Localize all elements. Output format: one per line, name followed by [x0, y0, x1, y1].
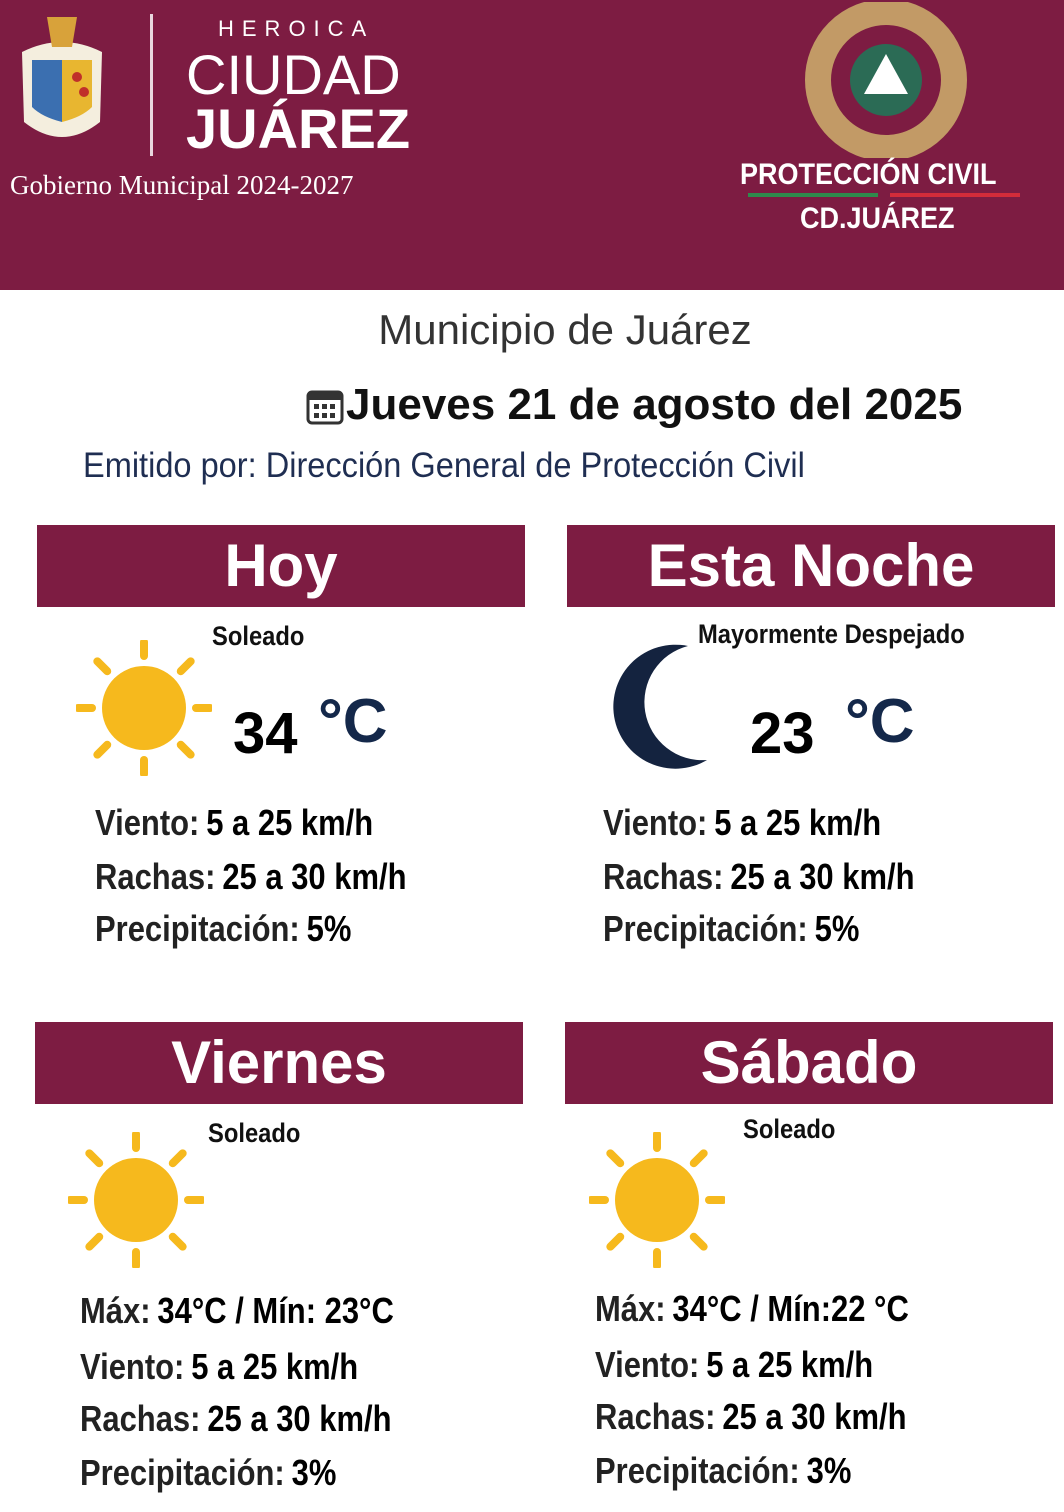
- red-stripe: [890, 193, 1020, 197]
- details-sabado: Máx: 34°C / Mín:22 °C Viento: 5 a 25 km/h …: [595, 1288, 960, 1492]
- detail-row: Viento: 5 a 25 km/h: [595, 1344, 874, 1385]
- detail-row: Viento: 5 a 25 km/h: [603, 802, 882, 843]
- temperature-value: 23: [750, 701, 815, 766]
- details-viernes: Máx: 34°C / Mín: 23°C Viento: 5 a 25 km/h …: [80, 1290, 445, 1494]
- condition-label: Soleado: [743, 1114, 836, 1144]
- detail-row: Rachas: 25 a 30 km/h: [603, 856, 915, 897]
- city-name-line2: JUÁREZ: [186, 97, 411, 160]
- detail-row: Viento: 5 a 25 km/h: [80, 1346, 359, 1387]
- condition-label: Mayormente Despejado: [698, 619, 965, 649]
- proteccion-civil-logo: [805, 2, 967, 158]
- sun-icon: [589, 1132, 725, 1268]
- detail-row: Rachas: 25 a 30 km/h: [80, 1398, 392, 1439]
- condition-label: Soleado: [208, 1118, 301, 1148]
- detail-row: Máx: 34°C / Mín:22 °C: [595, 1288, 909, 1329]
- header-banner: HEROICA CIUDAD JUÁREZ Gobierno Municipal…: [0, 0, 1064, 290]
- city-prefix: HEROICA: [218, 16, 375, 41]
- moon-icon: [613, 644, 707, 769]
- divider: [150, 14, 153, 156]
- detail-row: Máx: 34°C / Mín: 23°C: [80, 1290, 394, 1331]
- card-header-viernes: Viernes: [35, 1022, 523, 1104]
- agency-city: CD.JUÁREZ: [800, 202, 955, 235]
- city-name-line1: CIUDAD: [186, 43, 401, 106]
- calendar-icon: [306, 390, 344, 425]
- detail-row: Precipitación: 3%: [80, 1452, 337, 1493]
- sun-icon: [68, 1132, 204, 1268]
- detail-row: Precipitación: 5%: [95, 908, 352, 949]
- detail-row: Rachas: 25 a 30 km/h: [95, 856, 407, 897]
- card-header-hoy: Hoy: [37, 525, 525, 607]
- green-stripe: [748, 193, 878, 197]
- detail-row: Precipitación: 5%: [603, 908, 860, 949]
- detail-row: Viento: 5 a 25 km/h: [95, 802, 374, 843]
- sun-icon: [76, 640, 212, 776]
- details-hoy: Viento: 5 a 25 km/h Rachas: 25 a 30 km/h P…: [95, 802, 457, 950]
- issuer-label: Emitido por: Dirección General de Protec…: [83, 446, 805, 485]
- temperature-unit: °C: [845, 687, 915, 756]
- condition-label: Soleado: [212, 621, 305, 651]
- coat-of-arms-logo: [22, 17, 102, 137]
- government-label: Gobierno Municipal 2024-2027: [10, 170, 354, 200]
- card-header-esta-noche: Esta Noche: [567, 525, 1055, 607]
- card-header-sabado: Sábado: [565, 1022, 1053, 1104]
- detail-row: Precipitación: 3%: [595, 1450, 852, 1491]
- forecast-date: Jueves 21 de agosto del 2025: [346, 380, 963, 429]
- page-title: Municipio de Juárez: [378, 306, 752, 353]
- temperature-unit: °C: [318, 687, 388, 756]
- details-esta-noche: Viento: 5 a 25 km/h Rachas: 25 a 30 km/h P…: [603, 802, 965, 950]
- detail-row: Rachas: 25 a 30 km/h: [595, 1396, 907, 1437]
- temperature-value: 34: [233, 701, 298, 766]
- agency-name: PROTECCIÓN CIVIL: [740, 158, 997, 191]
